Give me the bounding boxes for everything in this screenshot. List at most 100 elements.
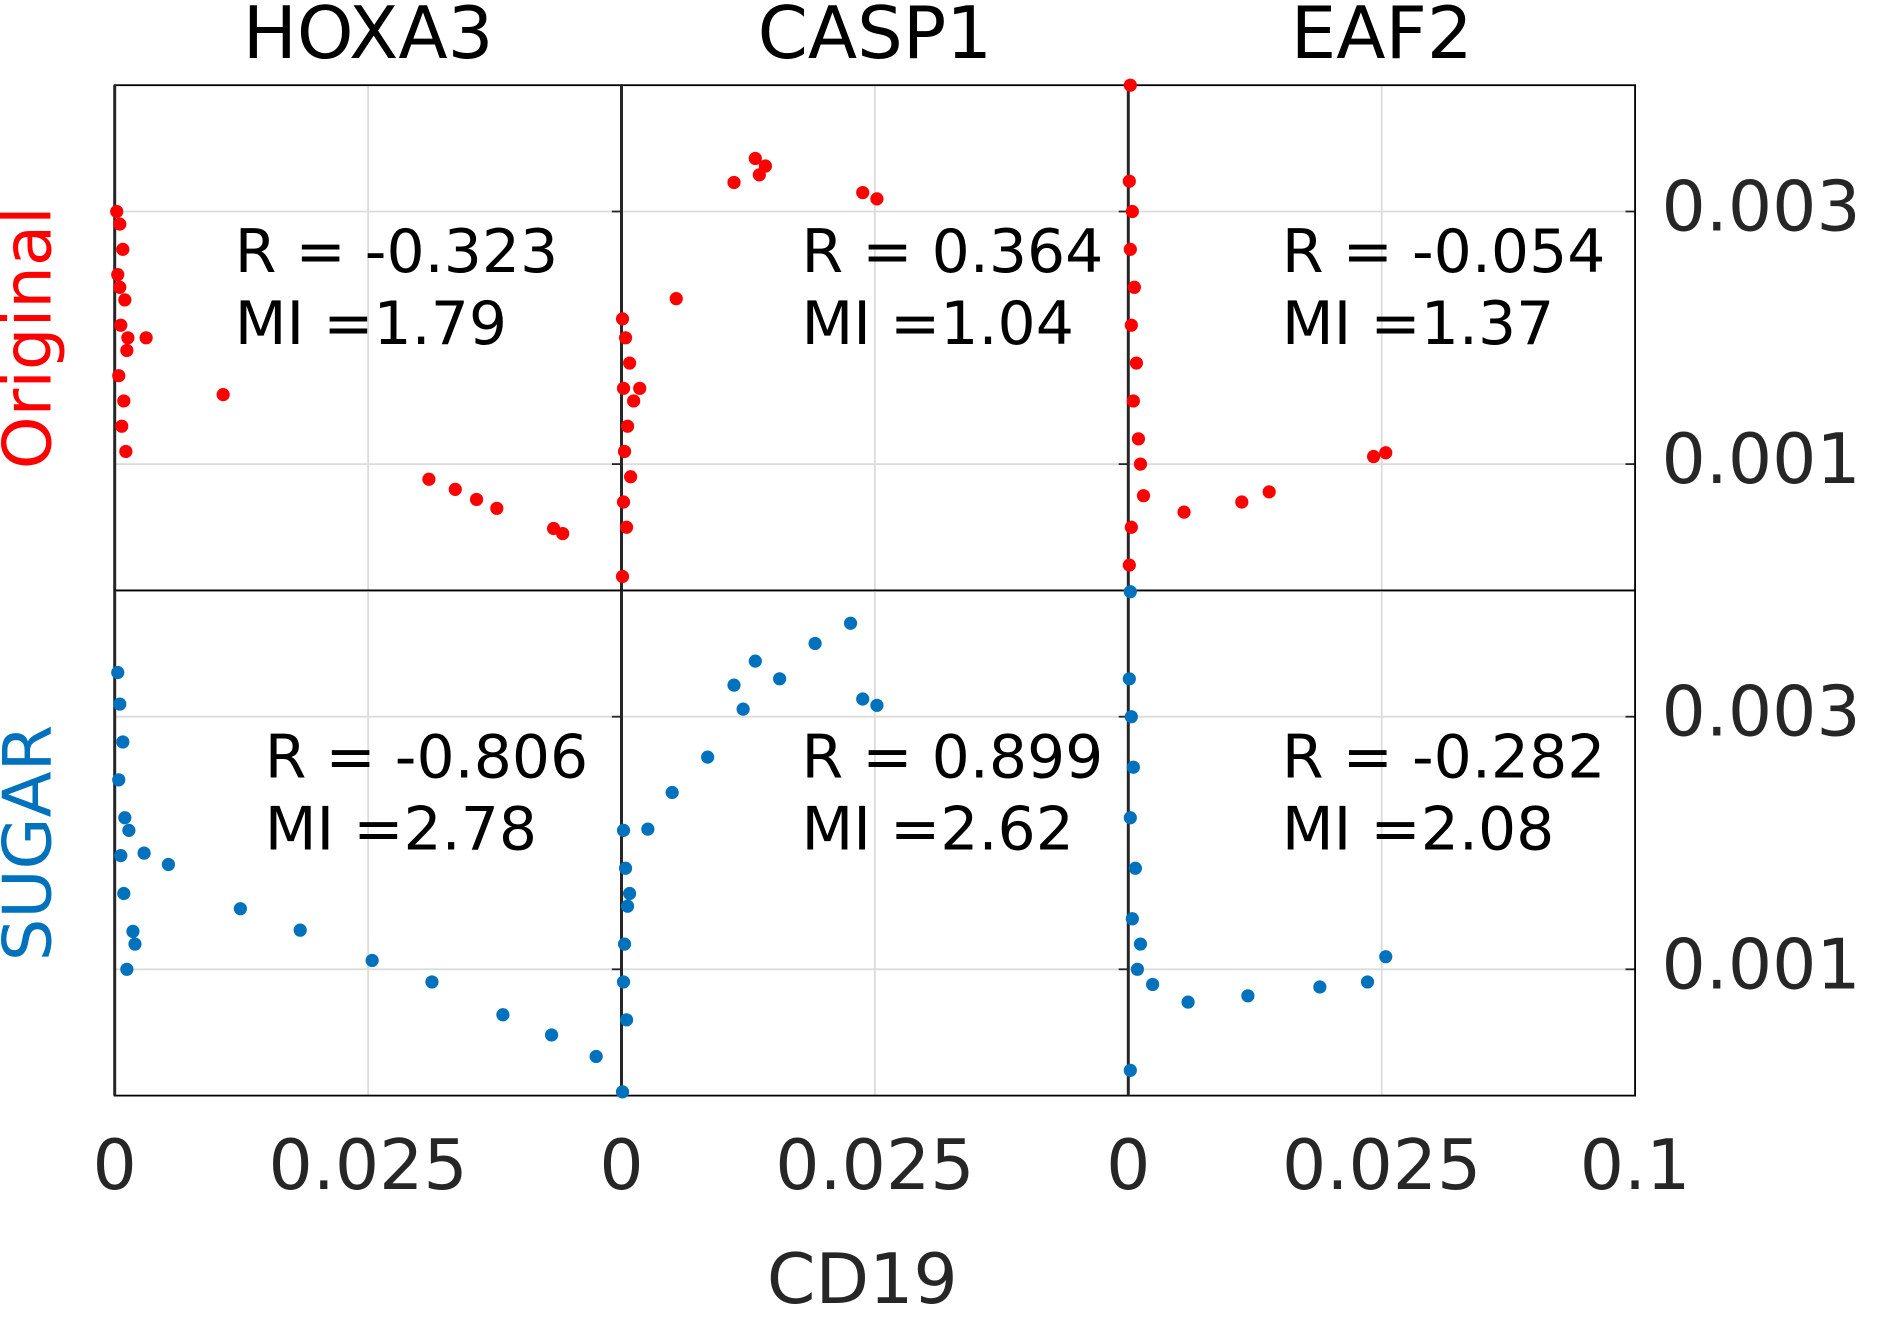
y-tick-label: 0.001 (1661, 924, 1860, 1005)
point (623, 886, 637, 901)
point (1313, 980, 1327, 994)
point (490, 501, 504, 515)
point (1130, 962, 1145, 976)
point (113, 217, 127, 231)
point (773, 672, 787, 686)
point (139, 331, 153, 345)
point (618, 331, 633, 345)
point (114, 318, 128, 332)
annotation: MI =2.62 (801, 794, 1073, 864)
point (117, 886, 131, 901)
point (111, 268, 125, 282)
point (589, 1049, 603, 1064)
x-tick-label: 0 (1106, 1125, 1150, 1206)
point (1122, 558, 1136, 572)
annotation: MI =2.78 (265, 794, 537, 864)
point (116, 242, 130, 256)
x-tick-label: 0 (93, 1125, 137, 1206)
point (627, 394, 641, 408)
point (110, 204, 124, 219)
point (115, 419, 129, 433)
point (616, 381, 631, 395)
point (1125, 204, 1139, 219)
point (1122, 174, 1136, 188)
point (1379, 950, 1393, 964)
point (118, 293, 132, 307)
x-tick-label: 0.025 (775, 1125, 974, 1206)
point (120, 343, 134, 358)
point (748, 654, 762, 668)
point (1177, 505, 1191, 519)
point (121, 331, 135, 345)
panel-title: EAF2 (1291, 0, 1473, 75)
annotation: MI =2.08 (1282, 794, 1554, 864)
point (1123, 585, 1137, 599)
point (748, 151, 762, 166)
point (1133, 937, 1148, 951)
point (1181, 995, 1195, 1009)
point (843, 616, 858, 630)
point (112, 369, 126, 383)
point (1128, 861, 1142, 875)
annotation: R = -0.282 (1282, 722, 1606, 792)
point (113, 280, 127, 294)
point (1126, 394, 1140, 408)
x-tick-label: 0.1 (1580, 1125, 1691, 1206)
point (1127, 280, 1141, 294)
point (1129, 356, 1144, 370)
point (1123, 811, 1137, 825)
x-tick-label: 0.025 (268, 1125, 467, 1206)
point (1124, 520, 1138, 534)
point (113, 697, 127, 711)
point (617, 444, 632, 459)
point (422, 472, 436, 486)
annotation: R = -0.323 (235, 217, 559, 287)
point (620, 899, 635, 913)
point (615, 569, 630, 584)
x-axis-label: CD19 (767, 1239, 958, 1320)
point (620, 419, 635, 433)
point (1126, 760, 1140, 774)
point (161, 857, 176, 872)
panel-title: HOXA3 (243, 0, 494, 75)
point (665, 785, 679, 800)
point (1379, 446, 1393, 460)
point (122, 823, 136, 837)
point (615, 1085, 630, 1099)
annotation: R = 0.364 (801, 217, 1103, 287)
point (1123, 78, 1137, 92)
annotation: MI =1.37 (1282, 289, 1554, 359)
point (120, 962, 134, 976)
point (727, 678, 741, 692)
point (808, 636, 822, 651)
point (623, 356, 637, 370)
point (1124, 710, 1138, 724)
x-tick-label: 0.025 (1282, 1125, 1481, 1206)
y-tick-label: 0.001 (1661, 419, 1860, 500)
point (1124, 318, 1138, 332)
row-label: Original (0, 206, 66, 469)
point (119, 444, 133, 459)
row-label: SUGAR (0, 725, 66, 962)
point (1235, 495, 1249, 509)
point (856, 185, 870, 200)
point (619, 1013, 634, 1027)
point (752, 168, 766, 182)
y-tick-label: 0.003 (1661, 167, 1860, 248)
point (233, 902, 247, 916)
point (1122, 672, 1136, 686)
point (856, 692, 870, 706)
point (448, 482, 462, 496)
annotation: R = 0.899 (801, 722, 1103, 792)
point (365, 953, 379, 968)
point (619, 520, 634, 534)
point (556, 526, 570, 541)
point (1262, 485, 1276, 499)
panel-title: CASP1 (758, 0, 992, 75)
point (736, 702, 750, 716)
point (1360, 975, 1375, 989)
point (633, 381, 647, 395)
annotation: R = -0.806 (265, 722, 589, 792)
point (425, 975, 439, 989)
